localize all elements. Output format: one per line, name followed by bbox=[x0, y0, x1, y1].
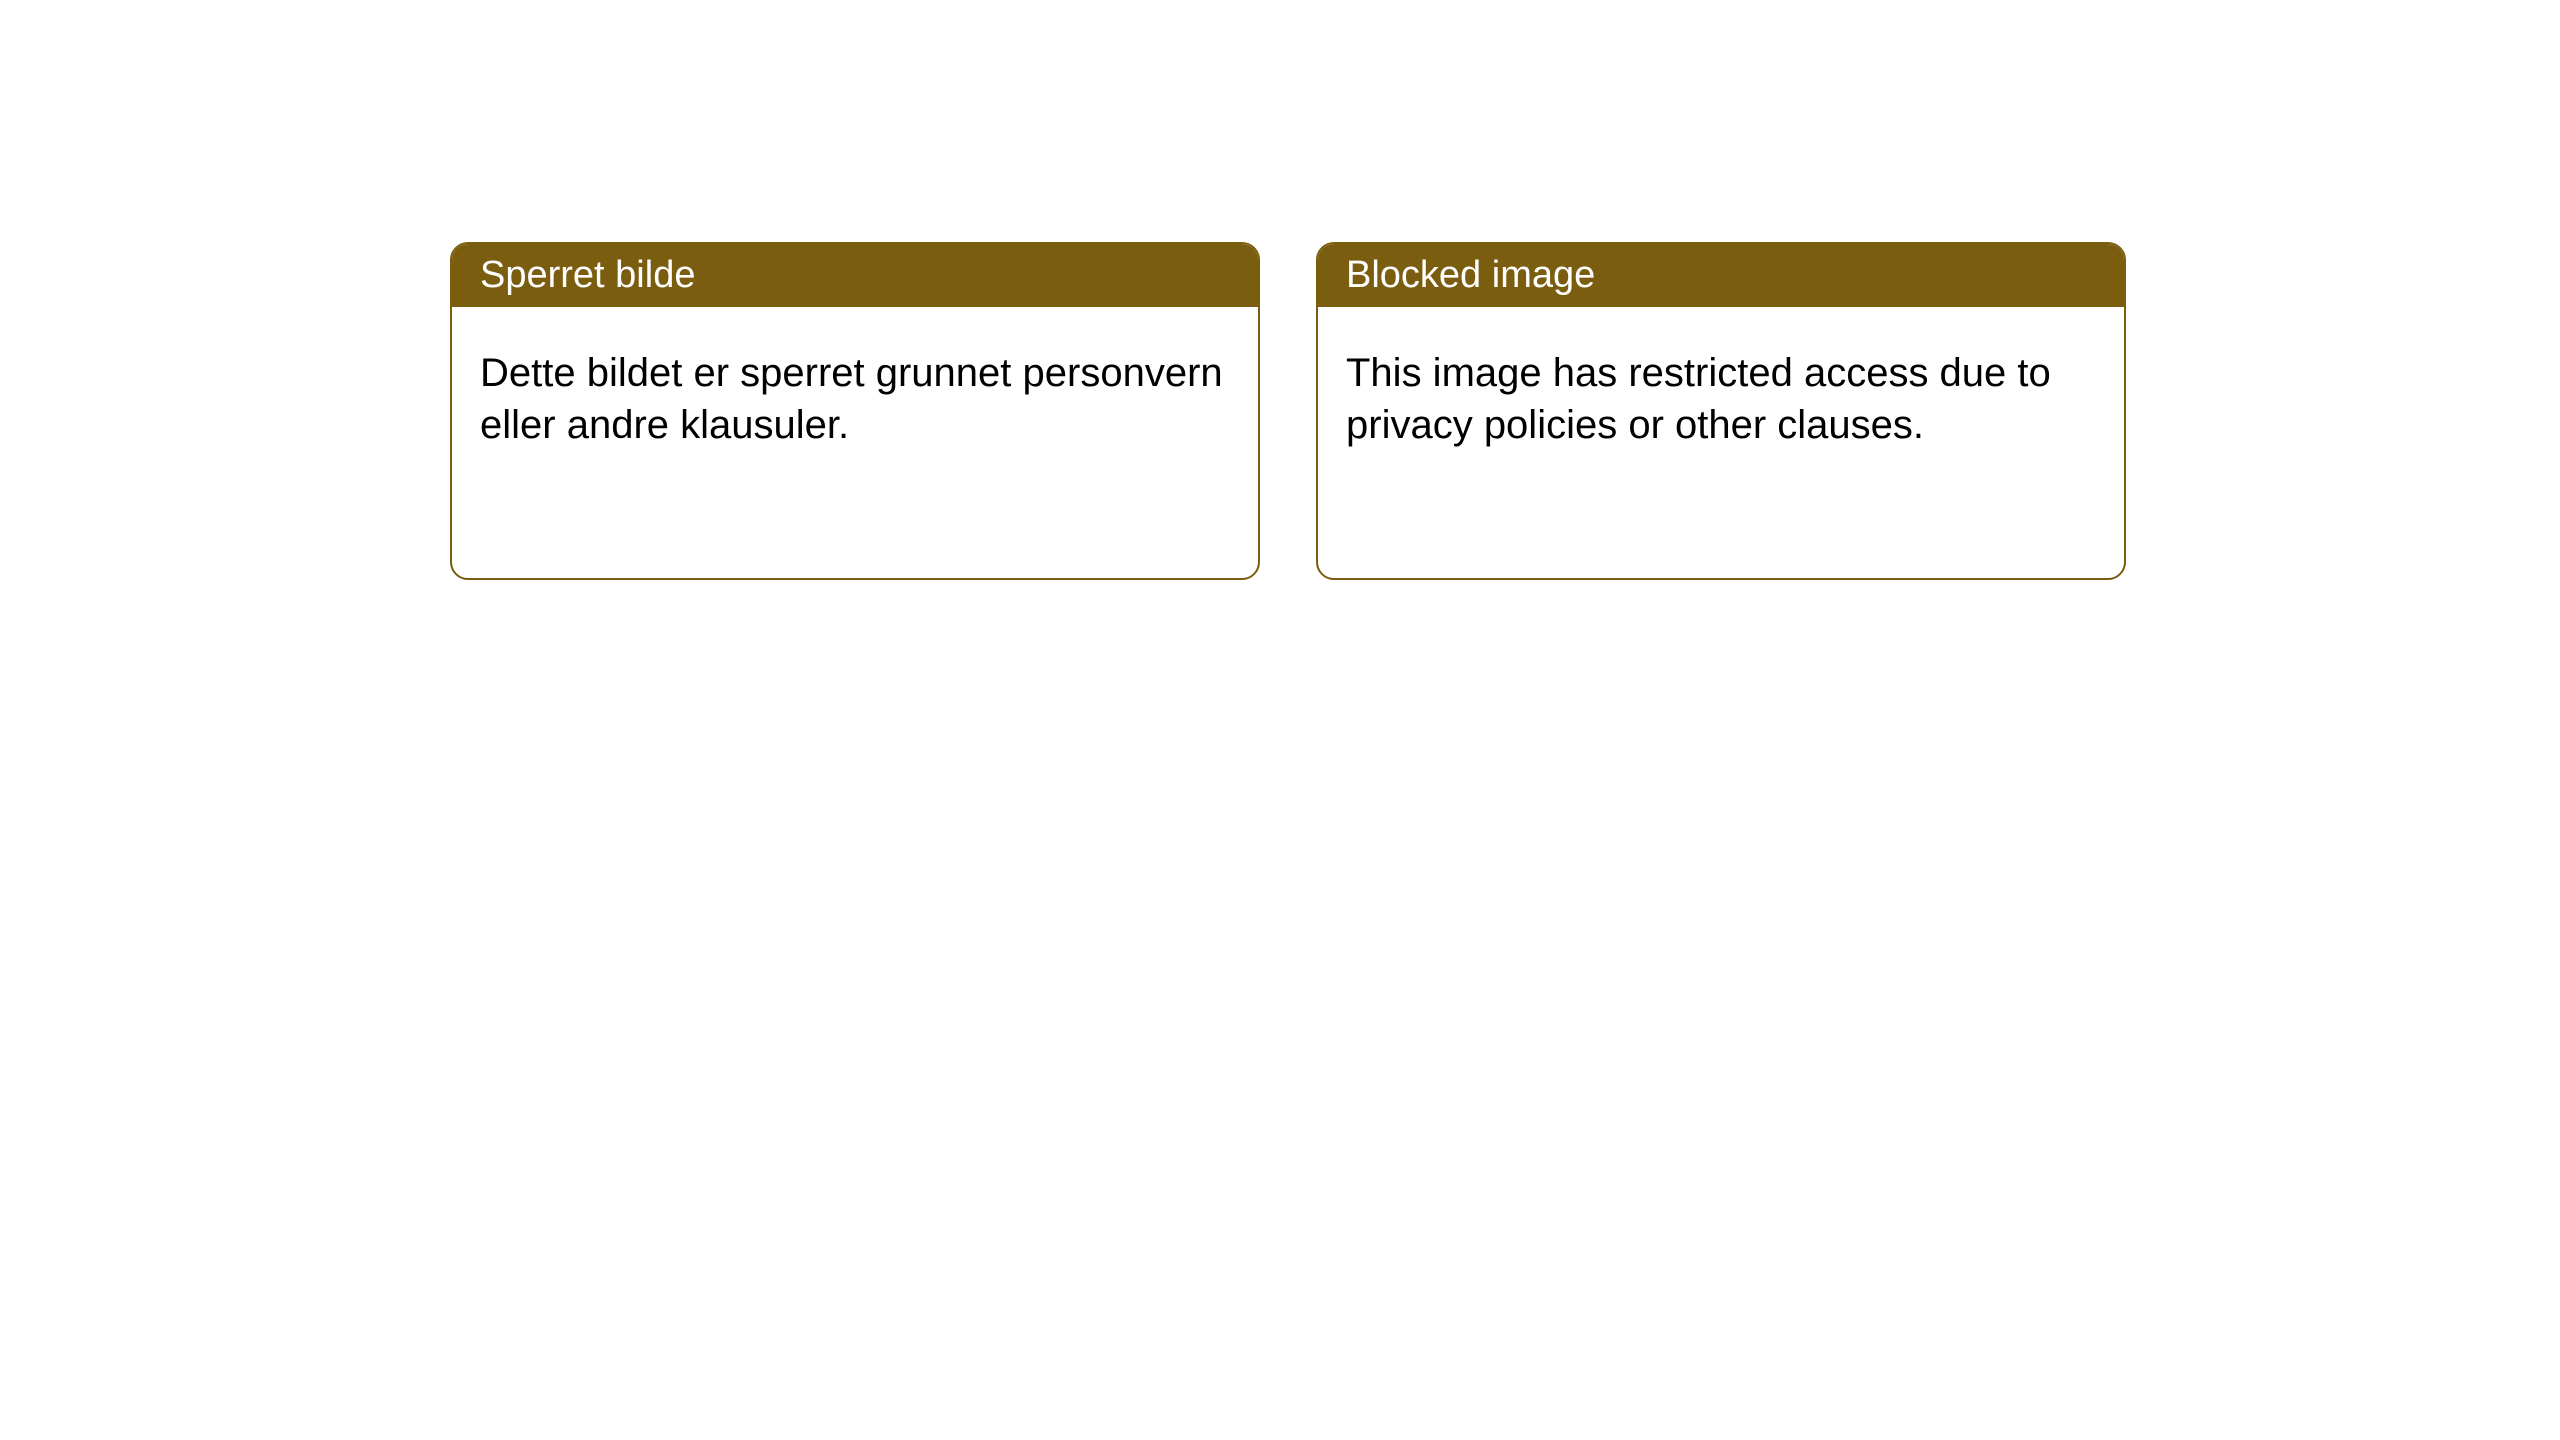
notice-header: Sperret bilde bbox=[452, 244, 1258, 307]
notice-body-text: This image has restricted access due to … bbox=[1346, 351, 2051, 447]
notice-box-norwegian: Sperret bilde Dette bildet er sperret gr… bbox=[450, 242, 1260, 580]
notice-header: Blocked image bbox=[1318, 244, 2124, 307]
notice-title: Blocked image bbox=[1346, 254, 1595, 296]
notice-body-text: Dette bildet er sperret grunnet personve… bbox=[480, 351, 1223, 447]
notice-title: Sperret bilde bbox=[480, 254, 695, 296]
notices-container: Sperret bilde Dette bildet er sperret gr… bbox=[0, 0, 2560, 580]
notice-body: This image has restricted access due to … bbox=[1318, 307, 2124, 491]
notice-body: Dette bildet er sperret grunnet personve… bbox=[452, 307, 1258, 491]
notice-box-english: Blocked image This image has restricted … bbox=[1316, 242, 2126, 580]
